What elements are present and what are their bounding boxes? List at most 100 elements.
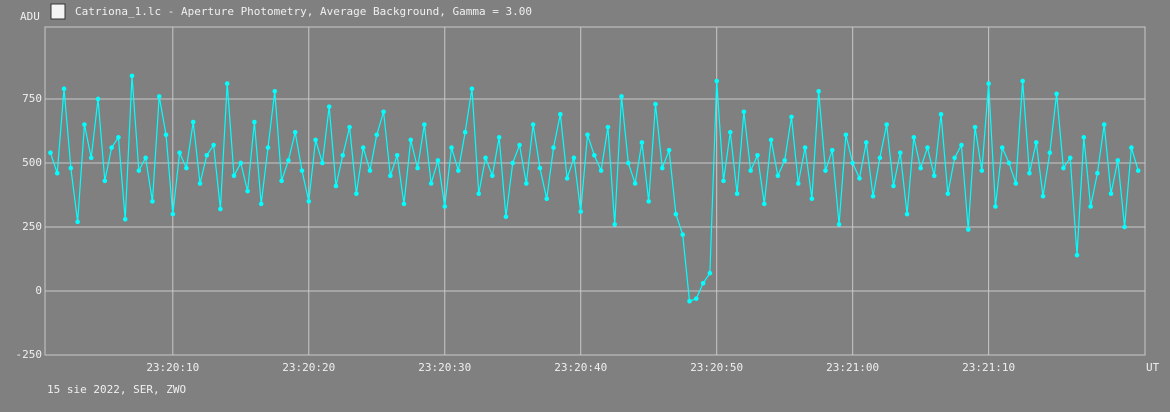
data-point xyxy=(156,94,162,99)
data-point xyxy=(1095,170,1100,176)
data-point xyxy=(578,209,584,214)
data-point xyxy=(1088,204,1093,209)
data-point xyxy=(999,145,1005,150)
data-point xyxy=(761,201,767,207)
data-point xyxy=(680,232,686,237)
data-point xyxy=(632,181,638,186)
data-point xyxy=(333,183,339,189)
data-point xyxy=(571,155,577,161)
data-point xyxy=(320,160,325,166)
data-point xyxy=(870,193,876,199)
data-point xyxy=(551,145,556,150)
data-point xyxy=(1054,91,1059,97)
data-point xyxy=(660,165,665,171)
data-point xyxy=(700,281,706,286)
y-tick-label: 0 xyxy=(35,284,42,297)
data-point xyxy=(408,137,414,143)
data-point xyxy=(1006,160,1012,166)
data-point xyxy=(782,158,787,163)
data-point xyxy=(476,191,482,196)
data-point xyxy=(462,129,468,135)
data-point xyxy=(1135,168,1141,173)
data-point xyxy=(972,124,978,130)
data-point xyxy=(177,150,182,156)
data-point xyxy=(755,152,760,158)
data-point xyxy=(884,122,889,127)
data-point xyxy=(986,81,991,86)
data-point xyxy=(1067,155,1073,161)
data-point xyxy=(428,181,434,186)
data-point xyxy=(687,298,692,304)
data-point xyxy=(116,135,121,140)
footer: 15 sie 2022, SER, ZWO xyxy=(47,383,186,396)
data-point xyxy=(707,270,713,276)
data-point xyxy=(816,88,821,94)
data-point xyxy=(877,155,883,161)
data-point xyxy=(401,201,407,207)
data-point xyxy=(1108,191,1114,196)
data-point xyxy=(727,129,733,135)
data-point xyxy=(911,135,917,140)
data-point xyxy=(598,168,604,173)
y-axis-label: ADU xyxy=(20,10,40,23)
data-point xyxy=(836,222,842,227)
data-point xyxy=(102,178,108,184)
data-point xyxy=(415,165,420,171)
data-point xyxy=(1061,165,1066,171)
data-point xyxy=(354,191,359,196)
data-point xyxy=(184,165,189,171)
data-point xyxy=(197,181,203,186)
data-point xyxy=(850,160,855,166)
data-point xyxy=(959,142,964,148)
data-point xyxy=(211,142,216,148)
data-point xyxy=(449,145,454,150)
y-tick-label: 250 xyxy=(22,220,42,233)
data-point xyxy=(48,150,53,156)
data-point xyxy=(592,152,597,158)
data-point xyxy=(619,94,624,99)
data-point xyxy=(326,104,332,109)
data-point xyxy=(88,155,94,161)
data-point xyxy=(1074,252,1080,258)
data-point xyxy=(313,137,318,143)
x-tick-label: 23:20:10 xyxy=(146,361,199,374)
data-point xyxy=(1047,150,1053,156)
data-point xyxy=(530,122,536,127)
data-point xyxy=(224,81,230,86)
data-point xyxy=(496,135,502,140)
data-point xyxy=(286,158,291,163)
data-point xyxy=(768,137,774,143)
data-point xyxy=(524,181,529,186)
x-tick-label: 23:21:10 xyxy=(962,361,1015,374)
data-point xyxy=(945,191,951,196)
data-point xyxy=(775,173,781,179)
data-point xyxy=(252,119,257,125)
y-tick-label: 750 xyxy=(22,92,42,105)
data-point xyxy=(714,78,719,84)
data-point xyxy=(143,155,148,161)
data-point xyxy=(190,119,196,125)
data-point xyxy=(931,173,937,179)
data-point xyxy=(265,145,271,150)
data-point xyxy=(585,132,590,138)
data-point xyxy=(435,158,441,163)
x-tick-label: 23:20:50 xyxy=(690,361,743,374)
data-point xyxy=(897,150,903,156)
data-point xyxy=(1115,158,1121,163)
data-point xyxy=(204,152,210,158)
data-point xyxy=(857,176,862,181)
data-point xyxy=(891,183,896,189)
data-point xyxy=(564,176,570,181)
data-point xyxy=(218,206,223,212)
data-point xyxy=(340,152,346,158)
data-point xyxy=(469,86,475,92)
data-point xyxy=(544,196,550,202)
data-point xyxy=(272,88,278,94)
data-point xyxy=(558,112,563,117)
data-point xyxy=(1101,122,1107,127)
data-point xyxy=(150,199,155,204)
app-icon xyxy=(50,3,66,20)
data-point xyxy=(136,168,142,173)
x-axis-label: UT xyxy=(1146,361,1160,374)
